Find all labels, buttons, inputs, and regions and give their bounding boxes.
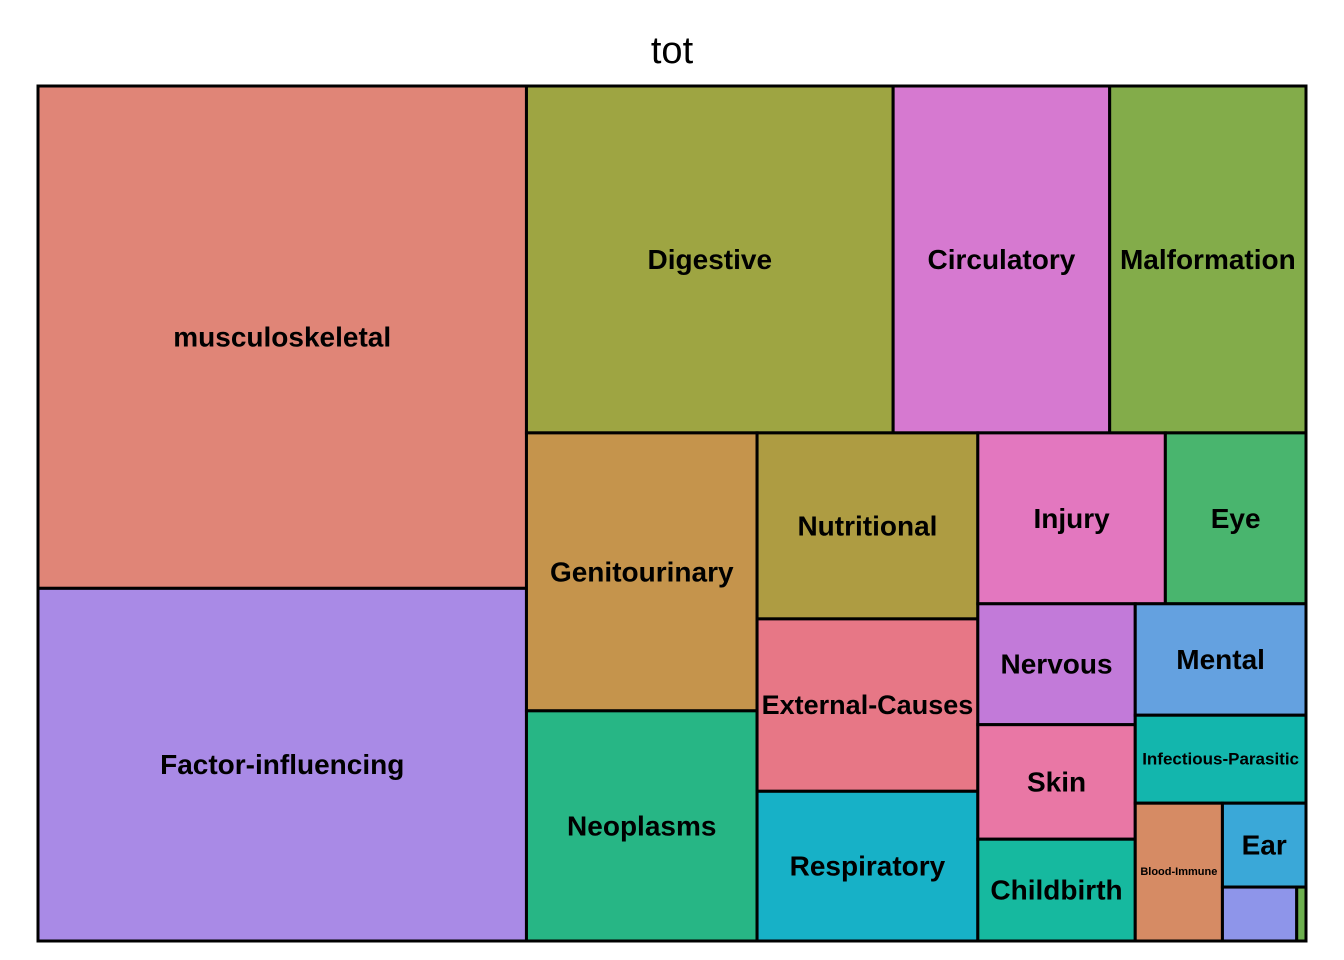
tile-label-skin: Skin (1027, 766, 1086, 797)
tile-label-genitourinary: Genitourinary (550, 556, 734, 587)
chart-title: tot (650, 30, 694, 72)
tile-rect-respiratory (755, 789, 980, 943)
tile-label-nutritional: Nutritional (797, 510, 937, 541)
tile-label-external-causes: External-Causes (762, 690, 974, 720)
tile-rect-skin (976, 723, 1137, 841)
tile-rect-unlabeled-1 (1220, 885, 1299, 943)
tile-label-musculoskeletal: musculoskeletal (173, 322, 391, 353)
tile-label-digestive: Digestive (648, 244, 773, 275)
tile-label-mental: Mental (1176, 644, 1265, 675)
tile-unlabeled-1 (1220, 885, 1299, 943)
tile-label-eye: Eye (1211, 503, 1261, 534)
tile-malformation: Malformation (1108, 84, 1308, 435)
tile-neoplasms: Neoplasms (524, 709, 759, 943)
tile-unlabeled-2 (1295, 885, 1308, 943)
tile-nutritional: Nutritional (755, 431, 980, 621)
tile-factor-influencing: Factor-influencing (36, 586, 528, 943)
tile-rect-infectious-parasitic (1133, 713, 1308, 805)
tile-label-factor-influencing: Factor-influencing (160, 749, 404, 780)
tile-skin: Skin (976, 723, 1137, 841)
tile-label-childbirth: Childbirth (990, 875, 1122, 906)
tile-label-blood-immune: Blood-Immune (1140, 866, 1217, 878)
tile-musculoskeletal: musculoskeletal (36, 84, 528, 590)
tile-label-ear: Ear (1242, 830, 1287, 861)
tile-rect-unlabeled-2 (1295, 885, 1308, 943)
tile-rect-eye (1163, 431, 1308, 606)
tile-rect-external-causes (755, 617, 980, 793)
tile-label-neoplasms: Neoplasms (567, 810, 716, 841)
tile-eye: Eye (1163, 431, 1308, 606)
tile-rect-nervous (976, 602, 1137, 727)
tile-injury: Injury (976, 431, 1167, 606)
tile-digestive: Digestive (524, 84, 895, 435)
tile-rect-circulatory (891, 84, 1112, 435)
tile-rect-musculoskeletal (36, 84, 528, 590)
tile-rect-mental (1133, 602, 1308, 717)
tile-rect-neoplasms (524, 709, 759, 943)
tile-genitourinary: Genitourinary (524, 431, 759, 713)
tile-label-injury: Injury (1033, 503, 1110, 534)
tile-childbirth: Childbirth (976, 837, 1137, 943)
tile-mental: Mental (1133, 602, 1308, 717)
tile-external-causes: External-Causes (755, 617, 980, 793)
tile-rect-factor-influencing (36, 586, 528, 943)
tile-label-respiratory: Respiratory (790, 851, 946, 882)
tile-label-malformation: Malformation (1120, 244, 1296, 275)
tile-ear: Ear (1220, 801, 1308, 889)
tile-nervous: Nervous (976, 602, 1137, 727)
tile-rect-digestive (524, 84, 895, 435)
tile-respiratory: Respiratory (755, 789, 980, 943)
tile-rect-nutritional (755, 431, 980, 621)
tile-rect-childbirth (976, 837, 1137, 943)
tile-label-infectious-parasitic: Infectious-Parasitic (1142, 750, 1299, 769)
tile-label-circulatory: Circulatory (927, 244, 1075, 275)
tile-blood-immune: Blood-Immune (1133, 801, 1224, 943)
tile-rect-blood-immune (1133, 801, 1224, 943)
tile-infectious-parasitic: Infectious-Parasitic (1133, 713, 1308, 805)
tile-rect-ear (1220, 801, 1308, 889)
tile-circulatory: Circulatory (891, 84, 1112, 435)
tile-label-nervous: Nervous (1001, 649, 1113, 680)
